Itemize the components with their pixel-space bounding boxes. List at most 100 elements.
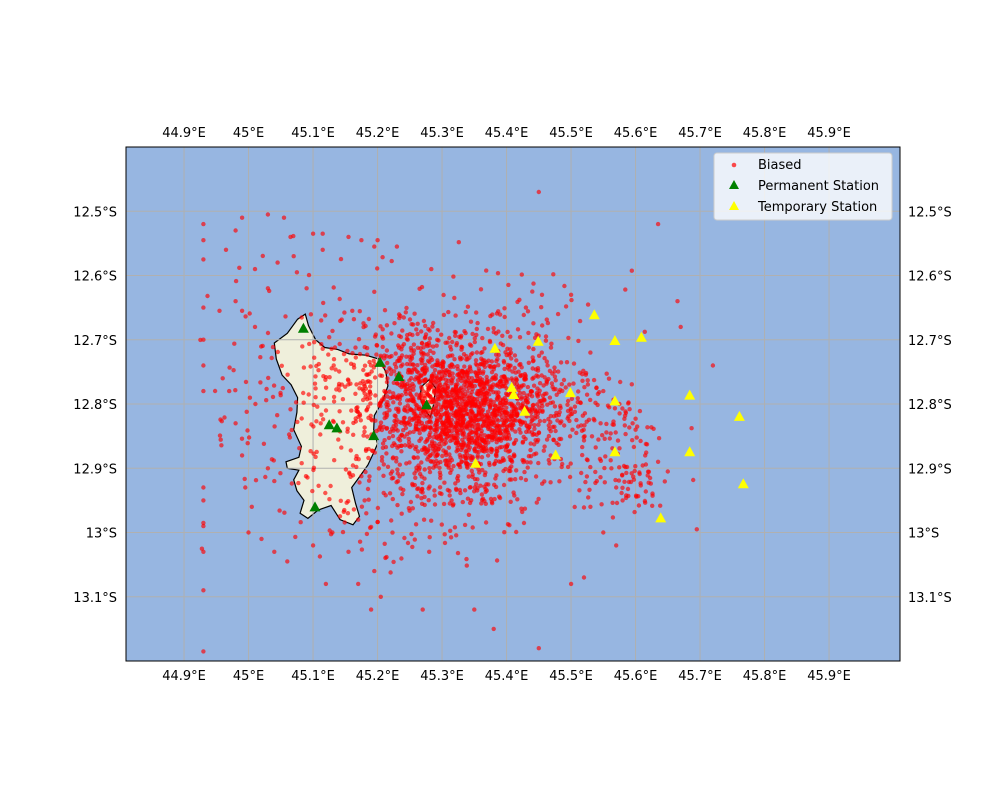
biased-event-point <box>528 441 533 446</box>
biased-event-point <box>346 549 351 554</box>
biased-event-point <box>383 555 388 561</box>
biased-event-point <box>493 403 498 408</box>
biased-event-point <box>362 498 367 503</box>
biased-event-point <box>447 452 452 457</box>
biased-event-point <box>259 536 264 542</box>
biased-event-point <box>400 472 405 477</box>
biased-event-point <box>487 338 493 344</box>
biased-event-point <box>534 500 539 505</box>
biased-event-point <box>532 423 537 428</box>
biased-event-point <box>517 427 522 432</box>
biased-event-point <box>580 452 585 458</box>
biased-event-point <box>557 479 562 484</box>
biased-event-point <box>337 514 343 519</box>
biased-event-point <box>617 465 622 470</box>
biased-event-point <box>389 258 394 264</box>
biased-event-point <box>331 363 336 368</box>
biased-event-point <box>689 426 694 431</box>
biased-event-point <box>584 474 590 479</box>
biased-event-point <box>461 352 467 357</box>
biased-event-point <box>464 448 469 453</box>
biased-event-point <box>299 461 304 466</box>
biased-event-point <box>480 496 486 501</box>
biased-event-point <box>407 317 413 322</box>
biased-event-point <box>439 332 444 337</box>
biased-event-point <box>429 266 434 272</box>
biased-event-point <box>421 399 426 404</box>
x-tick-label-bottom: 45.3°E <box>420 669 464 684</box>
biased-event-point <box>399 443 404 448</box>
biased-event-point <box>281 215 287 220</box>
biased-event-point <box>518 430 523 435</box>
biased-event-point <box>554 440 559 446</box>
biased-event-point <box>536 189 541 195</box>
biased-event-point <box>429 518 434 523</box>
biased-event-point <box>265 286 271 291</box>
biased-event-point <box>357 351 363 357</box>
biased-event-point <box>303 474 309 479</box>
biased-event-point <box>443 440 448 445</box>
biased-event-point <box>617 446 622 451</box>
biased-event-point <box>405 540 411 546</box>
biased-event-point <box>477 370 482 376</box>
biased-event-point <box>384 379 390 385</box>
biased-event-point <box>526 360 531 365</box>
biased-event-point <box>542 391 547 397</box>
biased-event-point <box>201 523 206 529</box>
biased-event-point <box>419 460 424 465</box>
biased-event-point <box>620 485 625 490</box>
biased-event-point <box>535 439 540 444</box>
biased-event-point <box>427 466 432 471</box>
biased-event-point <box>402 535 407 541</box>
biased-event-point <box>533 413 538 419</box>
biased-event-point <box>384 354 389 359</box>
biased-event-point <box>419 487 425 492</box>
biased-event-point <box>510 427 515 432</box>
biased-event-point <box>389 518 394 523</box>
biased-event-point <box>483 418 488 424</box>
biased-event-point <box>308 312 314 317</box>
biased-event-point <box>500 342 506 348</box>
biased-event-point <box>407 398 412 403</box>
biased-event-point <box>201 388 206 394</box>
biased-event-point <box>565 398 571 404</box>
biased-event-point <box>320 346 325 351</box>
biased-event-point <box>351 432 356 437</box>
biased-event-point <box>426 486 431 491</box>
biased-event-point <box>466 432 471 438</box>
biased-event-point <box>395 445 400 450</box>
biased-event-point <box>461 428 466 434</box>
biased-event-point <box>301 365 307 370</box>
temporary-station-marker <box>489 342 501 353</box>
biased-event-point <box>399 449 404 454</box>
biased-event-point <box>264 386 269 392</box>
legend-marker-temporary-station <box>729 201 739 210</box>
biased-event-point <box>611 419 616 424</box>
biased-event-point <box>390 443 395 449</box>
biased-event-point <box>474 482 479 487</box>
biased-event-point <box>457 427 462 433</box>
biased-event-point <box>526 330 531 336</box>
biased-event-point <box>419 284 425 290</box>
biased-event-point <box>395 359 400 364</box>
biased-event-point <box>294 270 300 275</box>
legend-marker-biased <box>731 162 737 168</box>
biased-event-point <box>395 479 401 484</box>
biased-event-point <box>504 444 510 450</box>
biased-event-point <box>397 401 403 406</box>
biased-event-point <box>585 302 591 307</box>
biased-event-point <box>261 441 267 446</box>
biased-event-point <box>339 382 345 387</box>
biased-event-point <box>406 443 411 448</box>
biased-event-point <box>380 334 385 339</box>
biased-event-point <box>532 335 538 340</box>
biased-event-point <box>483 489 488 495</box>
biased-event-point <box>414 327 419 332</box>
biased-event-point <box>416 376 421 381</box>
biased-event-point <box>481 438 486 444</box>
biased-event-point <box>402 405 408 410</box>
biased-event-point <box>523 376 529 382</box>
biased-event-point <box>243 485 248 490</box>
biased-event-point <box>411 348 417 353</box>
biased-event-point <box>473 361 479 367</box>
